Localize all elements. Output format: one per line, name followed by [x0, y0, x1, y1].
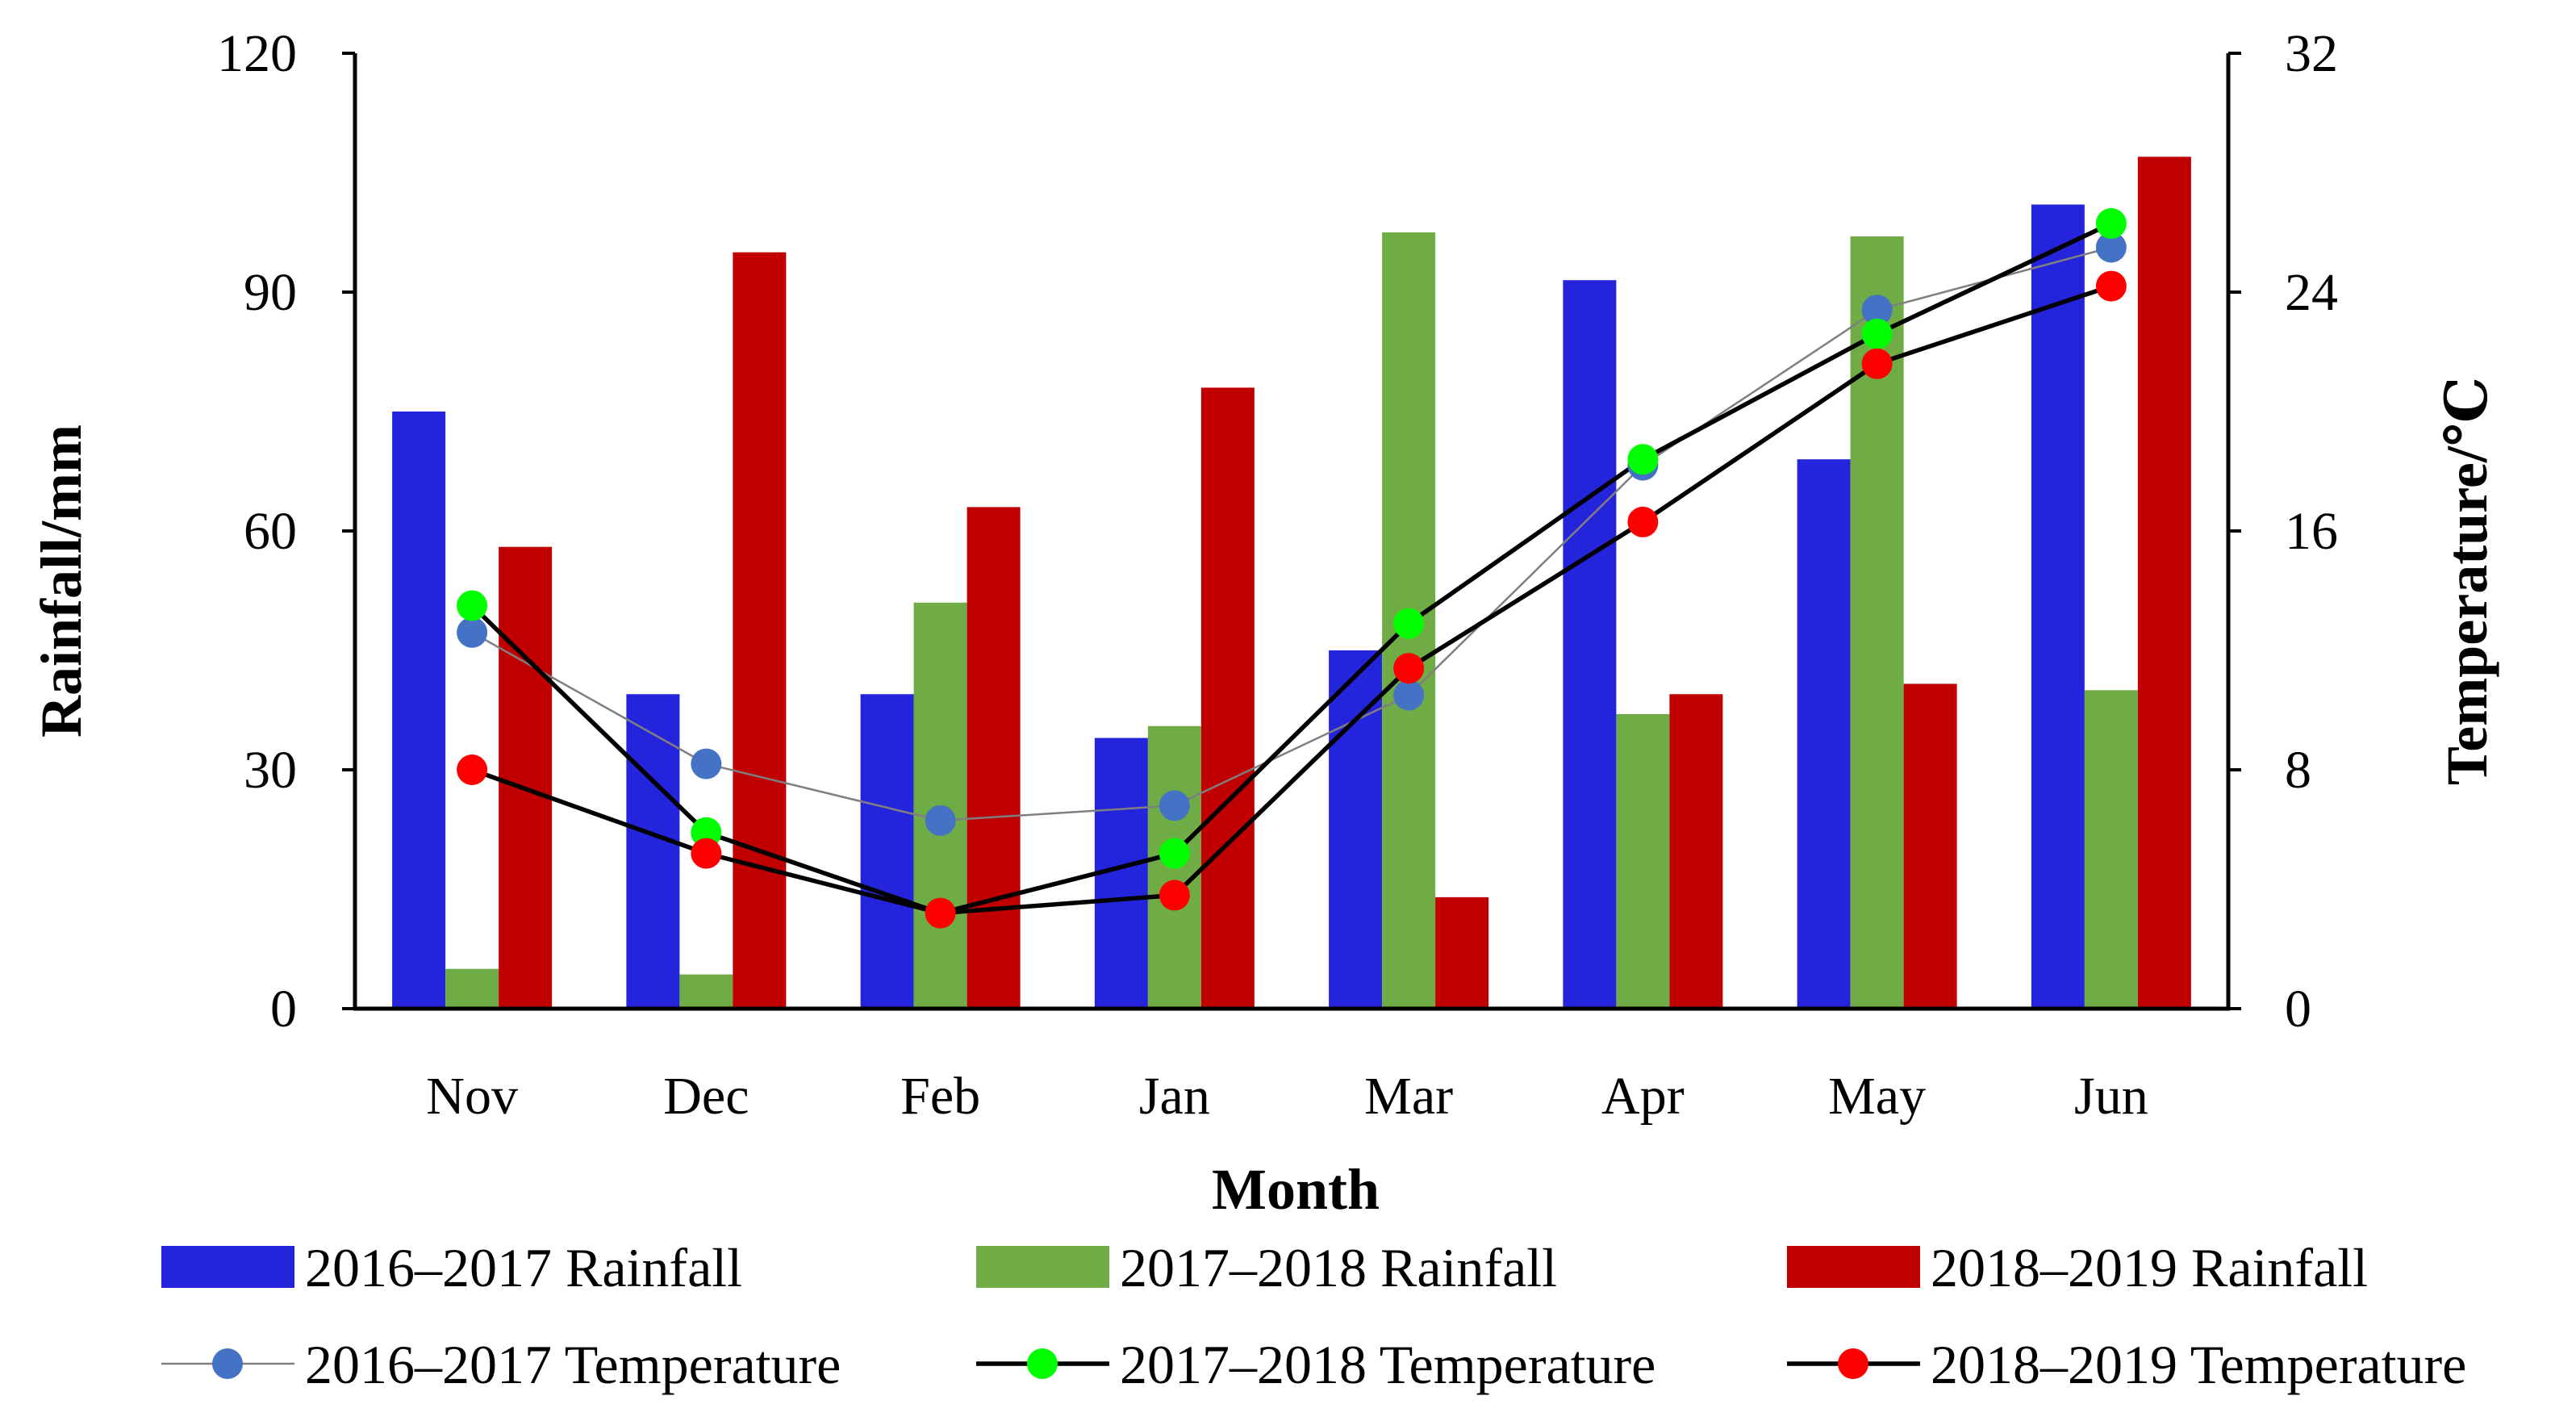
y2-axis-title: Temperature/℃: [2435, 377, 2499, 785]
temperature-point-2-may: [1861, 318, 1893, 349]
bar-2-apr: [1616, 713, 1670, 1009]
temperature-point-1-may: [1861, 295, 1893, 326]
y-tick-label: 30: [244, 741, 297, 800]
bar-1-apr: [1563, 280, 1617, 1009]
bar-2-jun: [2084, 690, 2138, 1009]
y2-tick-label: 24: [2285, 263, 2338, 322]
temperature-point-1-nov: [457, 616, 488, 648]
bar-1-jun: [2031, 204, 2085, 1009]
bar-3-apr: [1669, 694, 1723, 1009]
temperature-point-2-jun: [2095, 207, 2127, 239]
temperature-point-3-nov: [457, 754, 488, 785]
bar-2-nov: [445, 968, 499, 1009]
legend-label-bar-1: 2016–2017 Rainfall: [305, 1237, 742, 1298]
legend-marker-3: [1838, 1348, 1868, 1379]
bar-3-nov: [499, 546, 553, 1009]
x-tick-label-dec: Dec: [663, 1067, 749, 1126]
legend-label-bar-2: 2017–2018 Rainfall: [1120, 1237, 1557, 1298]
temperature-point-3-jun: [2095, 270, 2127, 302]
temperature-point-2-mar: [1393, 608, 1425, 639]
y-tick-label: 90: [244, 263, 297, 322]
bar-3-may: [1903, 683, 1957, 1009]
temperature-point-2-jan: [1159, 838, 1190, 869]
bar-1-may: [1797, 459, 1851, 1009]
bar-1-feb: [860, 694, 914, 1009]
bar-1-mar: [1329, 650, 1383, 1009]
legend-label-line-3: 2018–2019 Temperature: [1931, 1334, 2466, 1395]
y2-tick-label: 16: [2285, 502, 2338, 561]
temperature-point-3-apr: [1627, 506, 1659, 537]
bar-3-jun: [2137, 157, 2191, 1009]
bar-3-dec: [733, 252, 787, 1009]
line-layer: [457, 207, 2127, 929]
legend-swatch-bar-2: [976, 1246, 1109, 1288]
y2-tick-label: 0: [2285, 980, 2311, 1039]
temperature-point-3-jan: [1159, 880, 1190, 911]
legend-marker-2: [1027, 1348, 1058, 1379]
x-tick-label-apr: Apr: [1601, 1067, 1685, 1126]
y-axis-title: Rainfall/mm: [29, 424, 94, 738]
x-tick-label-nov: Nov: [426, 1067, 518, 1126]
temperature-point-1-jan: [1159, 790, 1190, 821]
legend-label-line-1: 2016–2017 Temperature: [305, 1334, 841, 1395]
temperature-line-3: [471, 283, 2112, 916]
y-tick-label: 120: [217, 24, 297, 83]
temperature-line-2: [470, 221, 2113, 916]
y2-tick-label: 32: [2285, 24, 2338, 83]
legend-swatch-bar-1: [161, 1246, 294, 1288]
legend-swatch-bar-3: [1787, 1246, 1920, 1288]
legend-label-line-2: 2017–2018 Temperature: [1120, 1334, 1655, 1395]
temperature-point-1-jun: [2095, 232, 2127, 263]
temperature-point-2-nov: [457, 590, 488, 621]
legend: 2016–2017 Rainfall 2017–2018 Rainfall 2018…: [161, 1237, 2466, 1395]
x-tick-label-jun: Jun: [2074, 1067, 2148, 1126]
x-tick-label-feb: Feb: [900, 1067, 980, 1126]
y-tick-label: 0: [270, 980, 297, 1039]
x-tick-label-may: May: [1828, 1067, 1926, 1126]
bar-1-dec: [626, 694, 680, 1009]
axes-layer: 0 30 60 90 120 0 8 16 24 32 Nov Dec Feb Jan Mar Apr May J…: [217, 24, 2338, 1126]
bar-3-mar: [1435, 896, 1489, 1009]
x-axis-title: Month: [1212, 1157, 1380, 1222]
temperature-point-3-mar: [1393, 653, 1425, 684]
y-tick-label: 60: [244, 502, 297, 561]
temperature-line-1: [471, 246, 2112, 822]
bar-layer: [392, 157, 2191, 1009]
bar-2-dec: [679, 974, 733, 1009]
temperature-point-1-mar: [1393, 679, 1425, 711]
x-tick-label-jan: Jan: [1139, 1067, 1210, 1126]
temperature-point-3-may: [1861, 348, 1893, 379]
y2-tick-label: 8: [2285, 741, 2311, 800]
temperature-point-3-dec: [691, 838, 722, 869]
temperature-point-2-apr: [1627, 444, 1659, 475]
x-tick-label-mar: Mar: [1364, 1067, 1453, 1126]
temperature-point-1-dec: [691, 748, 722, 779]
legend-marker-1: [212, 1348, 243, 1379]
bar-3-jan: [1200, 387, 1255, 1009]
temperature-point-1-feb: [925, 805, 956, 836]
legend-label-bar-3: 2018–2019 Rainfall: [1931, 1237, 2368, 1298]
bar-1-nov: [392, 412, 446, 1009]
bar-3-feb: [967, 507, 1021, 1009]
temperature-point-3-feb: [925, 897, 956, 929]
